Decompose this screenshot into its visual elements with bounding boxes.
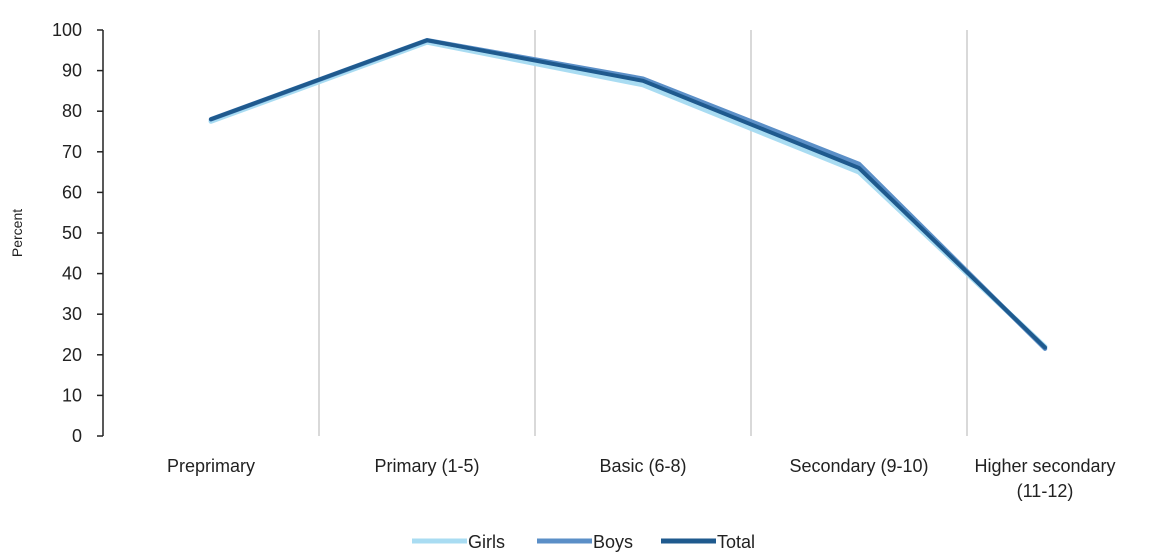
series-line-total bbox=[209, 38, 1047, 350]
x-tick-label: Basic (6-8) bbox=[599, 456, 686, 476]
legend-label-total: Total bbox=[717, 532, 755, 552]
x-tick-label: (11-12) bbox=[1017, 481, 1074, 501]
series-line-boys bbox=[208, 37, 1048, 351]
series-lines bbox=[208, 37, 1048, 351]
y-tick-label: 100 bbox=[52, 20, 82, 40]
y-tick-label: 70 bbox=[62, 142, 82, 162]
y-tick-label: 10 bbox=[62, 385, 82, 405]
series-line-girls bbox=[208, 39, 1048, 350]
y-tick-label: 50 bbox=[62, 223, 82, 243]
y-tick-label: 90 bbox=[62, 61, 82, 81]
axes bbox=[97, 29, 104, 437]
y-tick-label: 0 bbox=[72, 426, 82, 446]
y-tick-label: 30 bbox=[62, 304, 82, 324]
x-tick-label: Primary (1-5) bbox=[374, 456, 479, 476]
legend-label-girls: Girls bbox=[468, 532, 505, 552]
x-tick-label: Secondary (9-10) bbox=[789, 456, 928, 476]
y-tick-label: 40 bbox=[62, 264, 82, 284]
gridlines bbox=[318, 30, 968, 436]
x-tick-label: Higher secondary bbox=[974, 456, 1115, 476]
legend: Girls Boys Total bbox=[412, 532, 755, 552]
y-tick-label: 60 bbox=[62, 182, 82, 202]
axis-labels: 0 10 20 30 40 50 60 70 80 90 100 Preprimary Primary … bbox=[52, 20, 1116, 501]
legend-label-boys: Boys bbox=[593, 532, 633, 552]
y-tick-label: 20 bbox=[62, 345, 82, 365]
y-tick-label: 80 bbox=[62, 101, 82, 121]
y-axis-title: Percent bbox=[9, 209, 25, 257]
x-tick-label: Preprimary bbox=[167, 456, 255, 476]
